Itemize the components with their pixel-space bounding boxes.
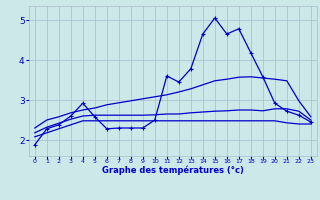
X-axis label: Graphe des températures (°c): Graphe des températures (°c): [102, 166, 244, 175]
